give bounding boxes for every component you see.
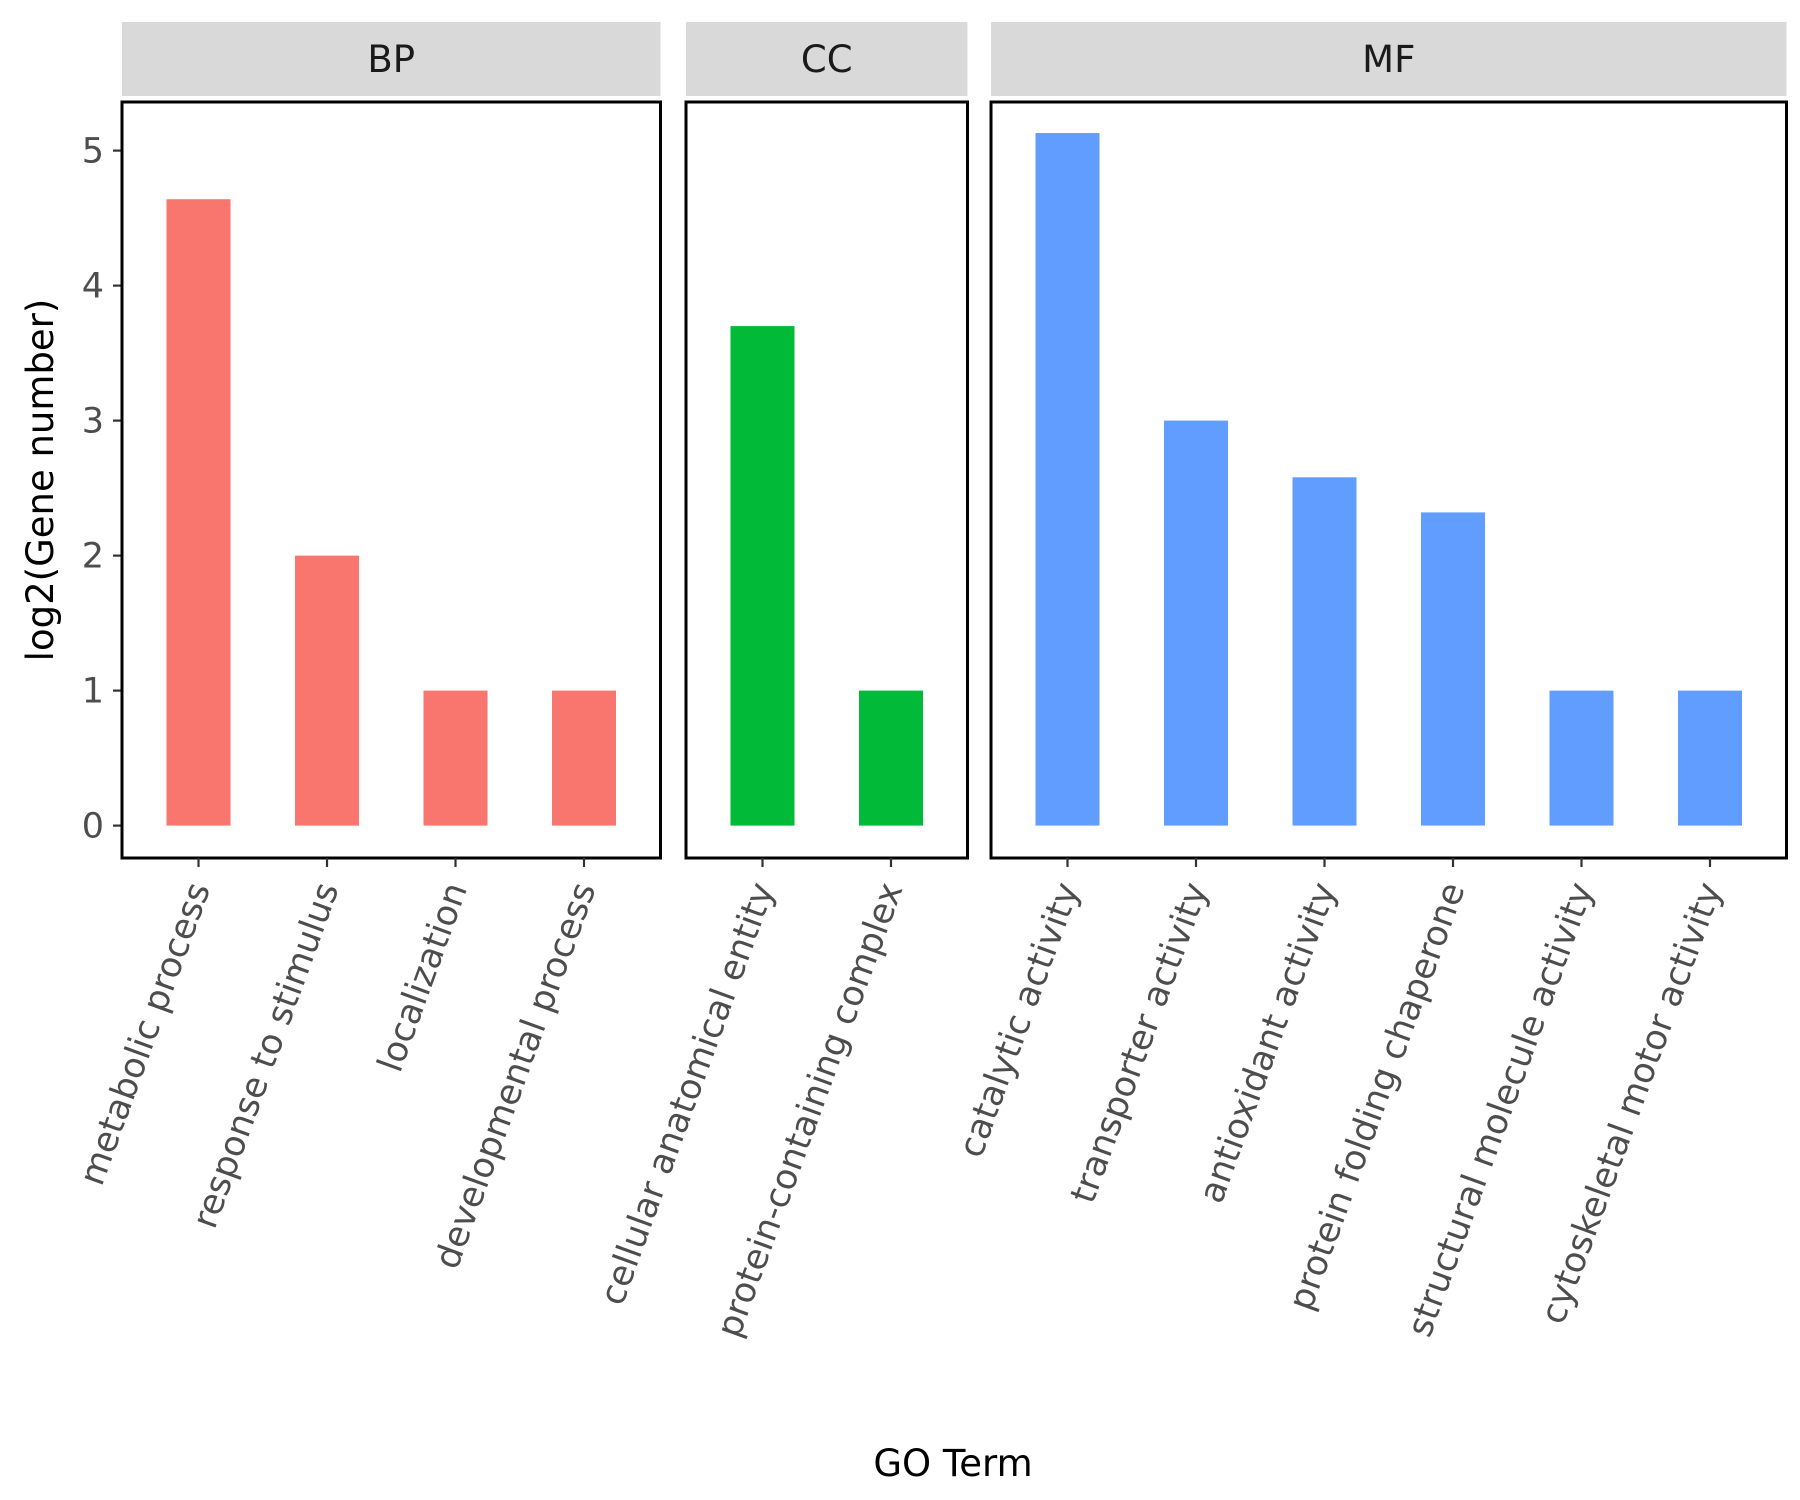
y-axis-ticks: 0 1 2 3 4 5 bbox=[82, 132, 122, 847]
facet-strip bbox=[686, 22, 968, 96]
bar-protein-containing-complex bbox=[859, 690, 923, 826]
facet-strip-label: BP bbox=[367, 38, 415, 81]
panel-border bbox=[684, 100, 969, 860]
x-tick-label-localization: localization bbox=[371, 877, 476, 1077]
facet-strip bbox=[122, 22, 661, 96]
facet-strip bbox=[991, 22, 1787, 96]
bar-metabolic-process bbox=[166, 199, 231, 826]
bar-protein-folding-chaperone bbox=[1421, 512, 1485, 826]
bar-cellular-anatomical-entity bbox=[730, 326, 795, 826]
panel-border bbox=[989, 100, 1788, 860]
x-tick-label-metabolic-process: metabolic process bbox=[72, 877, 219, 1190]
bar-structural-molecule-activity bbox=[1549, 690, 1614, 826]
x-tick-label-transporter-activity: transporter activity bbox=[1063, 877, 1216, 1208]
x-tick-label-antioxidant-activity: antioxidant activity bbox=[1192, 877, 1345, 1208]
y-axis-title: log2(Gene number) bbox=[19, 299, 62, 662]
bar-localization bbox=[423, 690, 488, 826]
bar-developmental-process bbox=[552, 690, 616, 826]
bar-transporter-activity bbox=[1164, 420, 1228, 826]
facet-strip-label: MF bbox=[1362, 38, 1415, 81]
y-tick-label: 0 bbox=[82, 807, 104, 847]
bar-response-to-stimulus bbox=[295, 555, 359, 826]
x-axis-title: GO Term bbox=[873, 1442, 1032, 1485]
x-tick-label-response-to-stimulus: response to stimulus bbox=[185, 877, 347, 1233]
bar-antioxidant-activity bbox=[1292, 477, 1357, 826]
y-tick-label: 1 bbox=[82, 672, 104, 712]
y-tick-label: 3 bbox=[82, 402, 104, 442]
panel-border bbox=[120, 100, 662, 860]
y-tick-label: 2 bbox=[82, 537, 104, 577]
bar-catalytic-activity bbox=[1035, 133, 1100, 826]
x-tick-label-catalytic-activity: catalytic activity bbox=[951, 877, 1087, 1162]
y-tick-label: 5 bbox=[82, 132, 104, 172]
facet-strip-label: CC bbox=[801, 38, 853, 81]
y-tick-label: 4 bbox=[82, 267, 104, 307]
bar-cytoskeletal-motor-activity bbox=[1678, 690, 1742, 826]
